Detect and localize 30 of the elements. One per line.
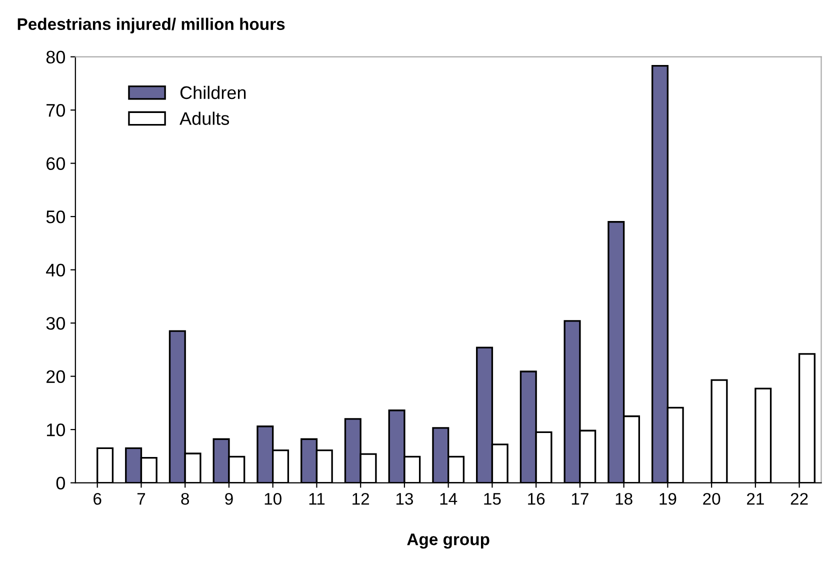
y-tick-label: 40 (46, 264, 65, 277)
x-tick-label: 22 (790, 492, 808, 505)
y-tick-label: 20 (46, 370, 65, 384)
x-tick-label: 13 (396, 492, 413, 505)
x-tick-label: 9 (225, 492, 233, 505)
y-tick-label: 0 (56, 476, 65, 490)
x-tick-label: 21 (747, 492, 764, 505)
x-tick-label: 11 (309, 493, 325, 505)
x-tick-label: 12 (352, 492, 370, 505)
y-tick-label: 70 (46, 104, 65, 117)
y-tick-label: 60 (46, 157, 65, 170)
x-tick-label: 8 (181, 492, 190, 505)
chart-title: Pedestrians injured/ million hours (18, 18, 285, 34)
x-axis-title: Age group (407, 534, 490, 549)
x-tick-label: 17 (572, 493, 588, 505)
x-tick-label: 7 (137, 493, 146, 505)
x-tick-label: 15 (484, 493, 501, 505)
y-tick-label: 10 (46, 423, 65, 436)
y-tick-label: 30 (46, 316, 65, 330)
x-tick-label: 6 (94, 492, 102, 505)
legend-label: Children (180, 86, 246, 100)
y-tick-label: 50 (46, 210, 65, 224)
x-tick-label: 18 (616, 492, 632, 505)
x-tick-label: 10 (264, 492, 282, 505)
legend-label: Adults (180, 112, 230, 125)
x-tick-label: 16 (528, 492, 545, 505)
y-tick-label: 80 (46, 50, 65, 64)
x-tick-label: 19 (660, 492, 676, 505)
x-tick-label: 20 (703, 492, 720, 505)
x-tick-label: 14 (440, 493, 458, 505)
